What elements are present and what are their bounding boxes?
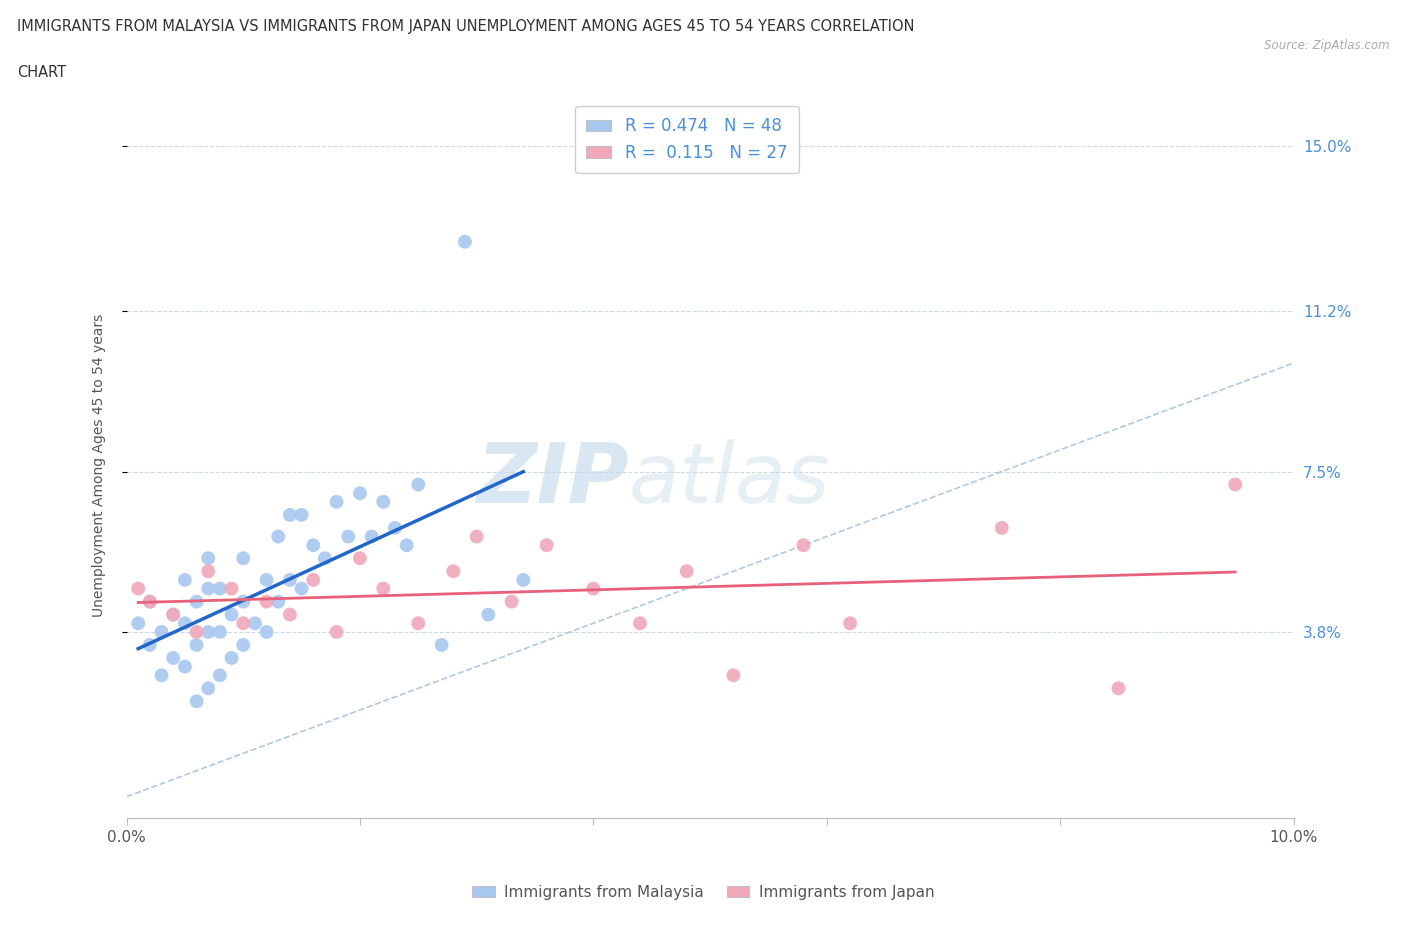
- Point: [232, 616, 254, 631]
- Point: [150, 625, 173, 640]
- Point: [162, 607, 184, 622]
- Point: [186, 694, 208, 709]
- Point: [628, 616, 651, 631]
- Text: Source: ZipAtlas.com: Source: ZipAtlas.com: [1264, 39, 1389, 52]
- Point: [162, 650, 184, 665]
- Point: [232, 594, 254, 609]
- Point: [1223, 477, 1246, 492]
- Point: [1108, 681, 1130, 696]
- Point: [232, 551, 254, 565]
- Point: [186, 637, 208, 652]
- Point: [582, 581, 605, 596]
- Point: [441, 564, 464, 578]
- Point: [208, 581, 231, 596]
- Point: [267, 594, 290, 609]
- Point: [278, 607, 301, 622]
- Point: [302, 538, 325, 552]
- Point: [243, 616, 266, 631]
- Point: [373, 495, 395, 510]
- Point: [723, 668, 745, 683]
- Point: [197, 681, 219, 696]
- Point: [302, 573, 325, 588]
- Point: [839, 616, 862, 631]
- Point: [139, 637, 162, 652]
- Point: [325, 495, 347, 510]
- Point: [349, 485, 371, 500]
- Point: [512, 573, 534, 588]
- Point: [454, 234, 477, 249]
- Legend: R = 0.474   N = 48, R =  0.115   N = 27: R = 0.474 N = 48, R = 0.115 N = 27: [575, 106, 799, 174]
- Point: [256, 573, 278, 588]
- Text: CHART: CHART: [17, 65, 66, 80]
- Point: [208, 625, 231, 640]
- Point: [990, 521, 1012, 536]
- Point: [278, 573, 301, 588]
- Point: [197, 625, 219, 640]
- Point: [360, 529, 382, 544]
- Point: [314, 551, 336, 565]
- Point: [186, 594, 208, 609]
- Point: [256, 594, 278, 609]
- Point: [430, 637, 453, 652]
- Point: [139, 594, 162, 609]
- Point: [477, 607, 499, 622]
- Point: [408, 616, 430, 631]
- Point: [139, 594, 162, 609]
- Point: [150, 668, 173, 683]
- Y-axis label: Unemployment Among Ages 45 to 54 years: Unemployment Among Ages 45 to 54 years: [91, 313, 105, 617]
- Point: [278, 508, 301, 523]
- Point: [208, 668, 231, 683]
- Point: [197, 581, 219, 596]
- Text: ZIP: ZIP: [475, 439, 628, 520]
- Point: [465, 529, 488, 544]
- Legend: Immigrants from Malaysia, Immigrants from Japan: Immigrants from Malaysia, Immigrants fro…: [465, 879, 941, 906]
- Point: [127, 581, 149, 596]
- Point: [127, 616, 149, 631]
- Point: [174, 573, 197, 588]
- Point: [290, 581, 312, 596]
- Point: [267, 529, 290, 544]
- Point: [792, 538, 814, 552]
- Point: [186, 625, 208, 640]
- Point: [162, 607, 184, 622]
- Point: [221, 581, 243, 596]
- Point: [501, 594, 523, 609]
- Point: [232, 637, 254, 652]
- Point: [675, 564, 697, 578]
- Point: [256, 625, 278, 640]
- Point: [536, 538, 558, 552]
- Point: [197, 564, 219, 578]
- Point: [174, 659, 197, 674]
- Text: atlas: atlas: [628, 439, 830, 520]
- Point: [325, 625, 347, 640]
- Point: [221, 650, 243, 665]
- Point: [373, 581, 395, 596]
- Point: [337, 529, 360, 544]
- Point: [408, 477, 430, 492]
- Point: [395, 538, 418, 552]
- Point: [221, 607, 243, 622]
- Point: [174, 616, 197, 631]
- Point: [384, 521, 406, 536]
- Point: [290, 508, 312, 523]
- Point: [197, 551, 219, 565]
- Point: [349, 551, 371, 565]
- Text: IMMIGRANTS FROM MALAYSIA VS IMMIGRANTS FROM JAPAN UNEMPLOYMENT AMONG AGES 45 TO : IMMIGRANTS FROM MALAYSIA VS IMMIGRANTS F…: [17, 19, 914, 33]
